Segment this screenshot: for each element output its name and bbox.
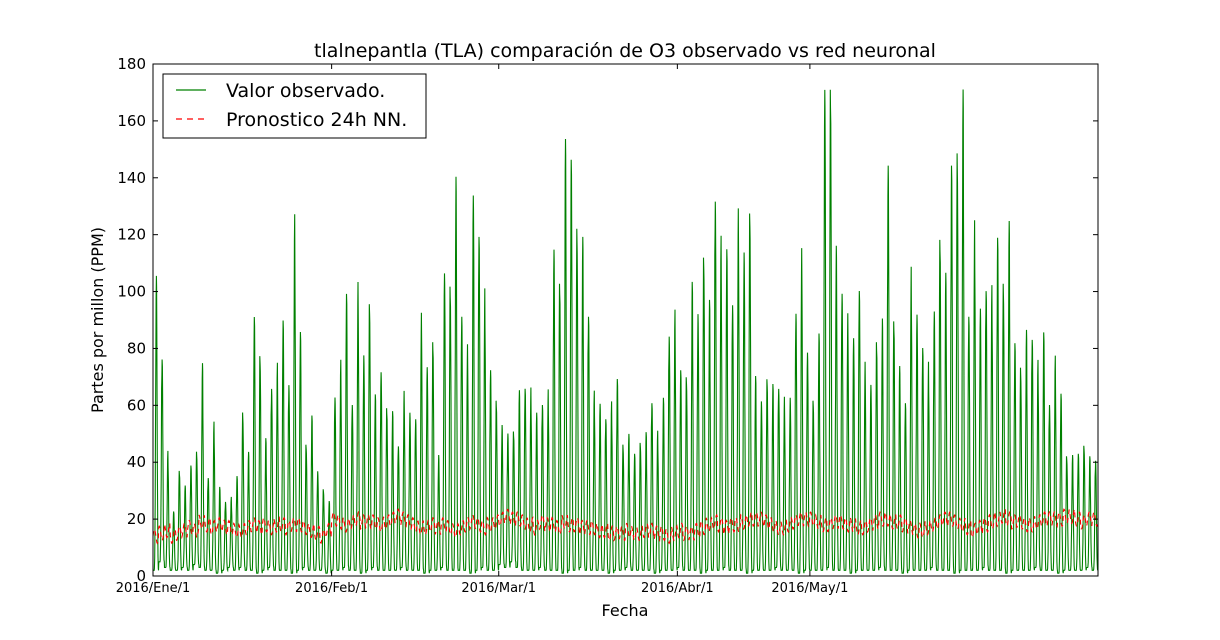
plot-frame — [152, 63, 1099, 577]
y-tick-label: 60 — [127, 396, 146, 414]
series-line-observed — [153, 89, 1098, 575]
x-tick-label: 2016/Mar/1 — [461, 581, 536, 596]
y-tick-label: 180 — [117, 55, 146, 73]
x-tick-label: 2016/May/1 — [771, 581, 848, 596]
x-axis-title: Fecha — [602, 601, 649, 620]
series-line-forecast — [153, 508, 1098, 545]
y-tick-label: 140 — [117, 169, 146, 187]
series-layer — [153, 89, 1098, 575]
x-tick-label: 2016/Ene/1 — [116, 581, 191, 596]
legend-box — [162, 73, 427, 139]
y-tick-label: 100 — [117, 283, 146, 301]
y-tick-label: 80 — [127, 339, 146, 357]
y-tick-label: 0 — [136, 567, 146, 585]
y-axis-title: Partes por millon (PPM) — [88, 227, 107, 413]
y-tick-label: 160 — [117, 112, 146, 130]
legend-label-observed: Valor observado. — [226, 80, 385, 102]
x-tick-label: 2016/Feb/1 — [295, 581, 368, 596]
y-axis: 0 20 40 60 80 100 120 140 160 180 — [117, 55, 1098, 585]
chart-title: tlalnepantla (TLA) comparación de O3 obs… — [314, 40, 936, 62]
plot-area — [153, 89, 1098, 575]
y-tick-label: 20 — [127, 510, 146, 528]
legend: Valor observado. Pronostico 24h NN. — [162, 73, 427, 139]
y-tick-label: 40 — [127, 453, 146, 471]
y-tick-label: 120 — [117, 226, 146, 244]
x-axis: 2016/Ene/1 2016/Feb/1 2016/Mar/1 2016/Abr/1… — [116, 64, 848, 596]
x-tick-label: 2016/Abr/1 — [641, 581, 714, 596]
legend-label-forecast: Pronostico 24h NN. — [226, 109, 407, 131]
